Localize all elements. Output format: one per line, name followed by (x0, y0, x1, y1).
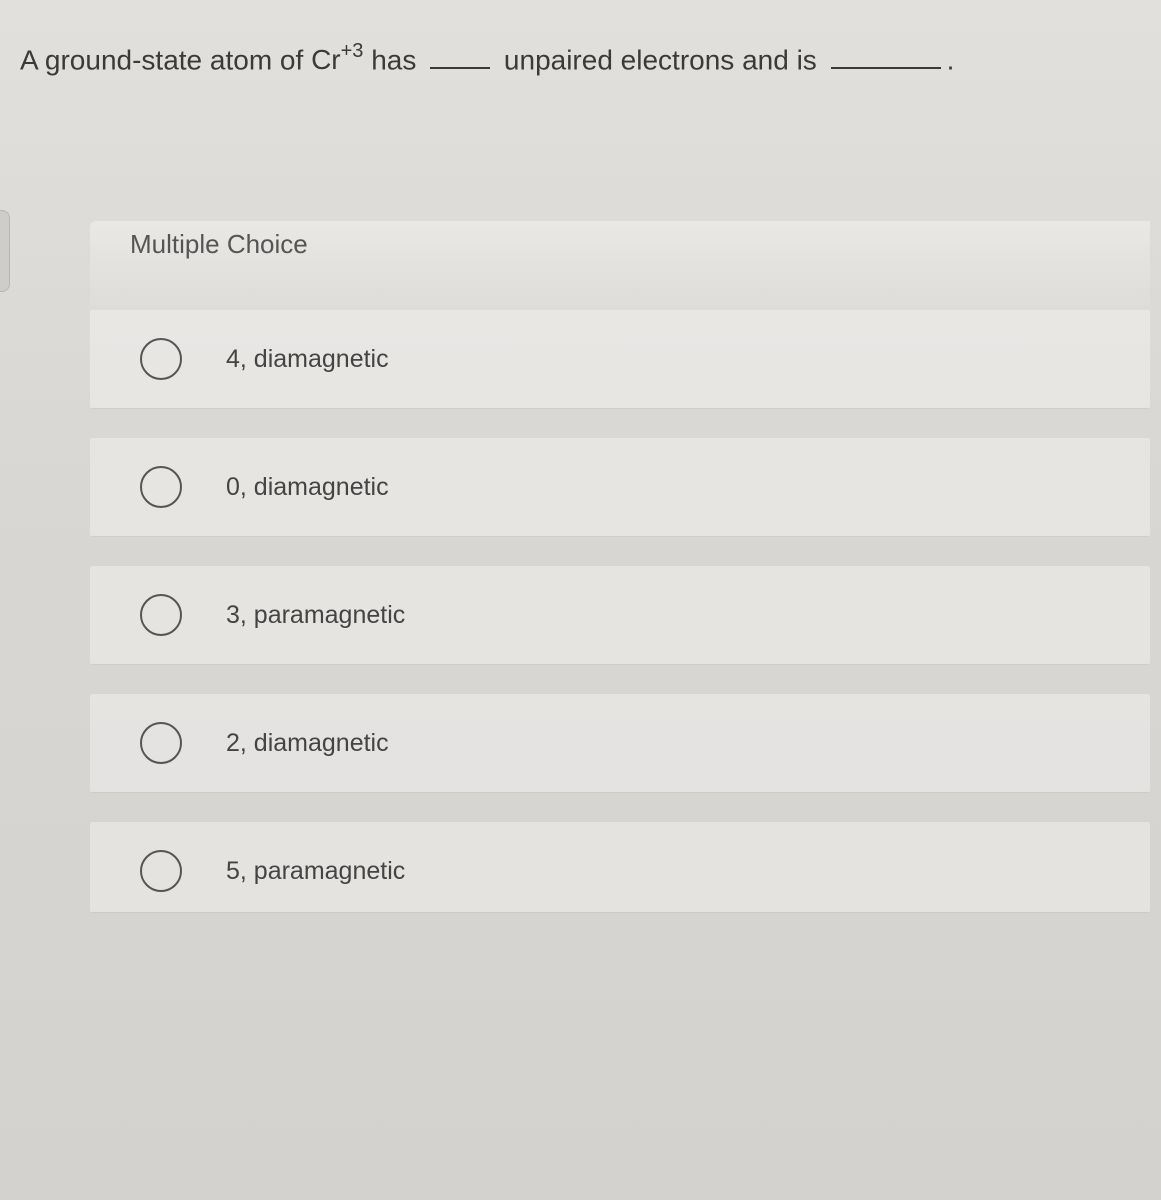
choice-label: 0, diamagnetic (226, 473, 389, 502)
blank-2 (831, 42, 941, 69)
radio-icon[interactable] (140, 850, 182, 892)
choice-a[interactable]: 4, diamagnetic (90, 310, 1150, 408)
choice-d[interactable]: 2, diamagnetic (90, 694, 1150, 792)
radio-icon[interactable] (140, 466, 182, 508)
question-text: A ground-state atom of Cr+3 has unpaired… (0, 0, 1161, 81)
multiple-choice-block: Multiple Choice 4, diamagnetic 0, diamag… (90, 221, 1150, 912)
question-tail: . (947, 44, 955, 75)
choice-label: 5, paramagnetic (226, 857, 405, 886)
section-label: Multiple Choice (90, 221, 1150, 310)
choice-e[interactable]: 5, paramagnetic (90, 822, 1150, 912)
choice-label: 4, diamagnetic (226, 345, 389, 374)
blank-1 (430, 42, 490, 69)
choice-b[interactable]: 0, diamagnetic (90, 438, 1150, 536)
formula-base: Cr (311, 44, 341, 75)
question-mid1: has (371, 44, 416, 75)
question-mid2: unpaired electrons and is (504, 44, 817, 75)
formula-superscript: +3 (341, 40, 364, 62)
question-formula: Cr+3 (311, 44, 371, 75)
radio-icon[interactable] (140, 338, 182, 380)
quiz-page: A ground-state atom of Cr+3 has unpaired… (0, 0, 1161, 1200)
choice-label: 2, diamagnetic (226, 729, 389, 758)
radio-icon[interactable] (140, 594, 182, 636)
question-prefix: A ground-state atom of (20, 44, 311, 75)
prev-tab[interactable] (0, 210, 10, 292)
choice-label: 3, paramagnetic (226, 601, 405, 630)
choice-c[interactable]: 3, paramagnetic (90, 566, 1150, 664)
radio-icon[interactable] (140, 722, 182, 764)
